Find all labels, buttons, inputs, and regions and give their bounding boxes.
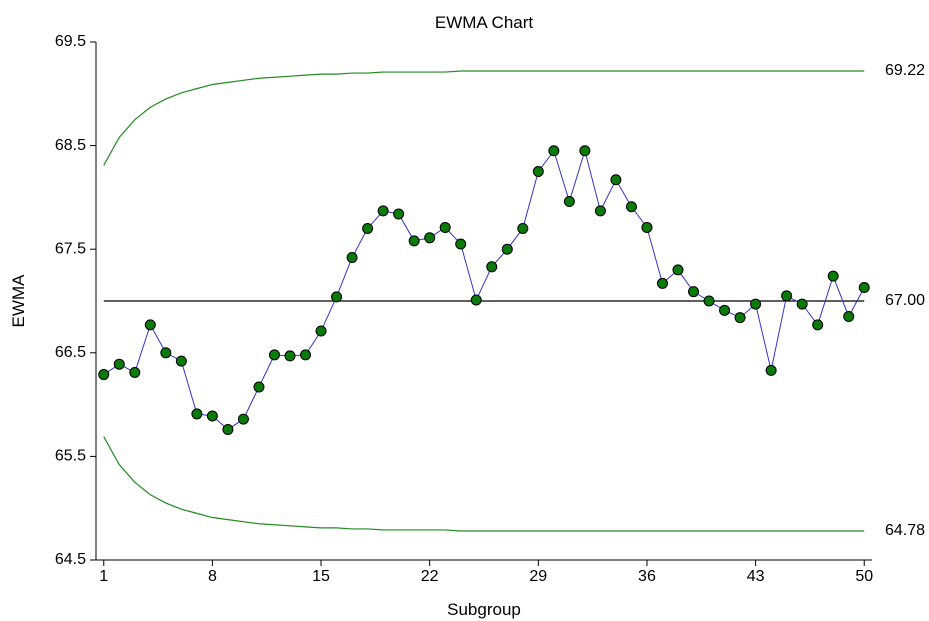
ewma-point [331,291,343,303]
chart-title: EWMA Chart [435,13,534,32]
ewma-point [377,205,389,217]
ewma-point [408,235,420,247]
ewma-point [719,304,731,316]
ewma-point [439,221,451,233]
ewma-point [346,251,358,263]
ewma-point [796,298,808,310]
ewma-point [98,369,110,381]
ewma-point [827,270,839,282]
y-tick-label: 66.5 [55,344,86,361]
ewma-point [300,349,312,361]
ewma-point [656,277,668,289]
ewma-point [765,364,777,376]
ewma-point [858,282,870,294]
x-tick-label: 15 [312,568,330,585]
ewma-point [206,410,218,422]
limit-labels: 69.22 67.00 64.78 [885,62,925,539]
ewma-point [253,381,265,393]
lcl-label: 64.78 [885,522,925,539]
y-axis-label: EWMA [9,274,28,328]
ewma-point [548,145,560,157]
ucl-label: 69.22 [885,62,925,79]
ewma-point [222,423,234,435]
ewma-point [315,325,327,337]
x-tick-label: 43 [747,568,765,585]
y-tick-label: 64.5 [55,551,86,568]
ewma-point [113,358,125,370]
ewma-point [362,222,374,234]
x-tick-label: 36 [638,568,656,585]
ewma-point [532,166,544,177]
x-tick-label: 50 [855,568,873,585]
ewma-point [160,347,172,359]
y-tick-label: 69.5 [55,33,86,50]
x-tick-label: 1 [99,568,108,585]
y-tick-label: 65.5 [55,448,86,465]
ewma-point [486,261,498,273]
center-label: 67.00 [885,292,925,309]
x-axis-label: Subgroup [447,600,521,619]
ewma-point [129,366,141,378]
axes: 64.5 65.5 66.5 67.5 68.5 69.5 1 8 15 22 29 36 43 50 [55,33,873,585]
y-tick-label: 67.5 [55,240,86,257]
ewma-point [144,319,156,331]
ewma-point [470,294,482,306]
ewma-point [563,196,575,208]
ewma-point [268,349,280,361]
ewma-point [455,238,467,250]
ewma-point [703,295,715,307]
ewma-point [843,311,855,323]
ewma-point [393,208,405,220]
ewma-point [610,174,622,186]
control-limits [103,70,865,532]
y-tick-label: 68.5 [55,137,86,154]
ewma-point [284,350,296,362]
x-tick-label: 8 [208,568,217,585]
ewma-point [672,264,684,276]
ewma-point [175,355,187,367]
ewma-point [501,243,513,255]
ewma-point [641,221,653,233]
ewma-point [517,222,529,234]
ewma-point [424,232,436,244]
ucl-line [103,70,865,166]
x-tick-label: 22 [421,568,439,585]
ewma-line [103,148,865,431]
lcl-line [103,436,865,532]
ewma-point [237,413,249,425]
ewma-point [579,145,591,157]
x-tick-label: 29 [529,568,547,585]
ewma-point [688,286,700,298]
ewma-point [734,312,746,324]
ewma-point [594,205,606,217]
ewma-point [191,408,203,420]
ewma-point [750,298,762,310]
ewma-point [781,290,793,302]
ewma-point [812,319,824,331]
ewma-series [98,145,870,435]
ewma-point [625,201,637,213]
